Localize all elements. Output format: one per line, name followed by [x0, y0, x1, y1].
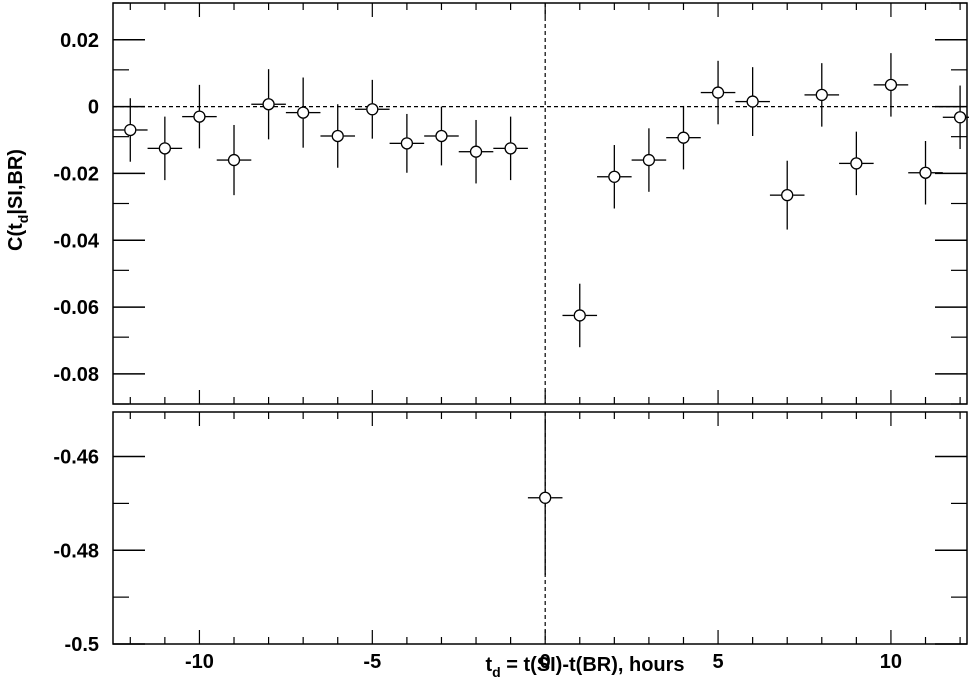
- top-data-point: [400, 137, 414, 150]
- x-axis-title-sub: d: [492, 664, 501, 678]
- top-y-tick-label: -0.04: [53, 230, 99, 252]
- top-y-tick-label: -0.08: [53, 364, 99, 386]
- x-tick-label: 10: [880, 651, 902, 673]
- x-tick-label: 0: [540, 651, 551, 673]
- top-panel: [112, 2, 969, 405]
- top-data-point: [781, 188, 794, 202]
- top-data-point: [193, 110, 206, 123]
- bottom-y-tick-label: -0.48: [53, 540, 99, 562]
- y-axis-title-rest: |SI,BR): [5, 149, 27, 215]
- top-data-point: [919, 166, 932, 179]
- bottom-y-tick-label: -0.46: [53, 447, 99, 469]
- x-axis-title-rest: = t(SI)-t(BR), hours: [501, 654, 685, 676]
- top-y-tick-label: 0.02: [60, 30, 99, 52]
- top-data-point: [884, 78, 898, 92]
- x-axis-title: td = t(SI)-t(BR), hours: [485, 654, 684, 678]
- top-data-point: [573, 309, 586, 322]
- top-data-point: [815, 88, 828, 102]
- y-axis-title-sub: d: [15, 215, 31, 224]
- top-frame: [112, 2, 968, 405]
- top-data-point: [608, 170, 621, 183]
- y-axis-title: C(td|SI,BR): [5, 149, 31, 251]
- top-data-point: [677, 131, 690, 144]
- x-tick-label: -5: [363, 651, 381, 673]
- top-data-point: [642, 153, 656, 167]
- top-data-point: [297, 106, 310, 119]
- top-y-tick-label: -0.02: [53, 163, 99, 185]
- top-data-point: [366, 103, 379, 116]
- x-axis-title-main: t: [485, 654, 492, 676]
- top-data-point: [953, 111, 967, 124]
- top-data-point: [711, 86, 725, 99]
- x-tick-label: -10: [185, 651, 214, 673]
- bottom-data-point: [539, 491, 552, 504]
- top-data-point: [435, 129, 448, 143]
- bottom-panel: [112, 411, 968, 645]
- x-tick-label: 5: [712, 651, 723, 673]
- top-data-point: [504, 142, 517, 155]
- top-data-point: [850, 157, 863, 170]
- y-axis-tick-labels: 0.02 0 -0.02 -0.04 -0.06 -0.08 -0.46 -0.48 -0.5: [53, 30, 99, 656]
- top-data-point: [227, 153, 241, 167]
- top-data-point: [746, 95, 759, 108]
- y-axis-title-main: C(t: [5, 223, 27, 251]
- top-data-point: [262, 98, 275, 111]
- top-data-point: [158, 142, 172, 155]
- top-data-point: [331, 129, 344, 143]
- top-y-tick-label: -0.06: [53, 297, 99, 319]
- x-axis-tick-labels: -10 -5 0 5 10: [185, 651, 902, 673]
- bottom-frame: [112, 411, 968, 645]
- top-data-point: [124, 123, 137, 137]
- top-y-tick-label: 0: [88, 97, 99, 119]
- bottom-y-tick-label: -0.5: [65, 634, 99, 656]
- top-data-point: [469, 145, 483, 158]
